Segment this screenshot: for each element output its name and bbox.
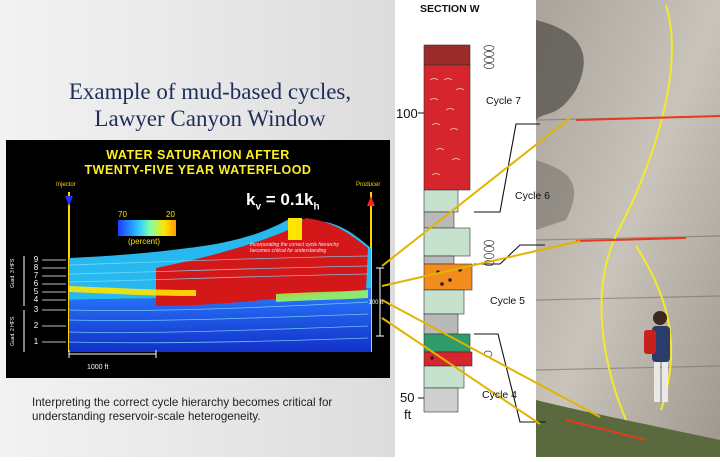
legend-unit: (percent) (128, 237, 161, 246)
depth-label-50: 50 (400, 390, 415, 405)
simulation-panel: WATER SATURATION AFTER TWENTY-FIVE YEAR … (6, 140, 390, 378)
vertical-scale-label: 100 ft (368, 300, 384, 306)
injector-arrow-icon (65, 196, 73, 206)
section-title: SECTION W (420, 3, 480, 15)
cycle-5-label: Cycle 5 (490, 295, 526, 307)
model-yellow-patch (288, 218, 302, 240)
title-line-1: Example of mud-based cycles, (68, 79, 352, 104)
legend-right-value: 20 (166, 210, 175, 219)
cycle-4-label: Cycle 4 (482, 389, 518, 401)
producer-arrow-icon (367, 196, 375, 206)
panel-title-line-2: TWENTY-FIVE YEAR WATERFLOOD (84, 163, 312, 177)
layer-lines (68, 255, 369, 344)
injector-label: Injector (56, 182, 76, 188)
cycle-6-label: Cycle 6 (515, 190, 551, 202)
model-oil-zone (156, 218, 368, 306)
legend-colorbar (118, 220, 176, 236)
model-yellow-band-1 (69, 286, 196, 296)
producer-label: Producer (356, 182, 381, 188)
outcrop-graphic (535, 0, 720, 457)
correlation-lines (381, 117, 601, 425)
cycle-connectors (474, 123, 546, 423)
simulation-graphic (23, 192, 384, 358)
caption-text: Interpreting the correct cycle hierarchy… (32, 396, 333, 423)
model-green-band (276, 290, 368, 302)
model-lower-zone (69, 288, 371, 352)
depth-unit-label: ft (404, 407, 412, 422)
layer-ticks (42, 259, 66, 343)
slide-title: Example of mud-based cycles, Lawyer Cany… (30, 78, 390, 132)
depth-label-100: 100 (396, 106, 418, 121)
model-annotation: Incorporating the correct cycle hierarch… (250, 242, 339, 254)
cycle-7-label: Cycle 7 (486, 95, 522, 107)
outcrop-photo (535, 0, 720, 457)
person-figure (644, 311, 670, 402)
horizontal-scale-label: 1000 ft (87, 364, 109, 371)
panel-title-line-1: WATER SATURATION AFTER (106, 148, 290, 162)
kv-equation: kv = 0.1kh (246, 190, 320, 213)
title-line-2: Lawyer Canyon Window (94, 106, 326, 131)
legend-left-value: 70 (118, 210, 127, 219)
